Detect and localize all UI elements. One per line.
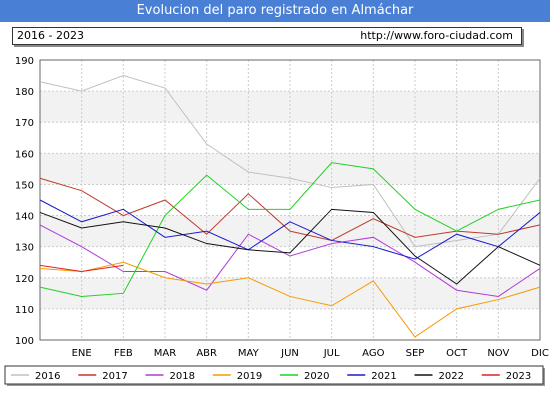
- series-line-2020: [39, 162, 541, 297]
- legend: [4, 365, 544, 385]
- y-tick-label: 150: [15, 180, 34, 191]
- x-tick-label: AGO: [362, 348, 384, 359]
- series-line-2019: [39, 261, 541, 338]
- source-url: http://www.foro-ciudad.com: [360, 29, 513, 42]
- subtitle-bar: 2016 - 2023 http://www.foro-ciudad.com: [12, 27, 522, 45]
- y-tick-label: 180: [15, 87, 34, 98]
- y-tick-label: 170: [15, 118, 34, 129]
- year-range: 2016 - 2023: [17, 29, 84, 42]
- series-line-2023: [39, 264, 124, 273]
- legend-label-2021: 2021: [371, 371, 396, 382]
- legend-label-2019: 2019: [237, 371, 262, 382]
- series-line-2018: [39, 224, 541, 297]
- series-line-2022: [39, 208, 541, 285]
- y-tick-label: 160: [15, 149, 34, 160]
- chart-title: Evolucion del paro registrado en Almácha…: [0, 0, 550, 22]
- x-tick-label: DIC: [531, 348, 549, 359]
- legend-label-2022: 2022: [439, 371, 464, 382]
- legend-label-2023: 2023: [506, 371, 531, 382]
- y-tick-label: 120: [15, 274, 34, 285]
- x-tick-label: JUL: [323, 348, 340, 359]
- y-tick-label: 140: [15, 212, 34, 223]
- legend-label-2017: 2017: [102, 371, 127, 382]
- legend-label-2016: 2016: [35, 371, 60, 382]
- x-tick-label: JUN: [280, 348, 299, 359]
- series-line-2016: [39, 75, 541, 248]
- y-tick-label: 130: [15, 243, 34, 254]
- y-tick-label: 100: [15, 336, 34, 347]
- series-line-2021: [39, 199, 541, 260]
- x-tick-label: MAR: [154, 348, 176, 359]
- y-tick-label: 190: [15, 56, 34, 67]
- x-tick-label: OCT: [446, 348, 468, 359]
- x-tick-label: FEB: [114, 348, 133, 359]
- x-tick-label: NOV: [487, 348, 509, 359]
- x-tick-label: ENE: [72, 348, 92, 359]
- legend-label-2018: 2018: [170, 371, 195, 382]
- x-tick-label: MAY: [238, 348, 260, 359]
- legend-label-2020: 2020: [304, 371, 329, 382]
- x-tick-label: ABR: [196, 348, 217, 359]
- y-tick-label: 110: [15, 305, 34, 316]
- x-tick-label: SEP: [406, 348, 425, 359]
